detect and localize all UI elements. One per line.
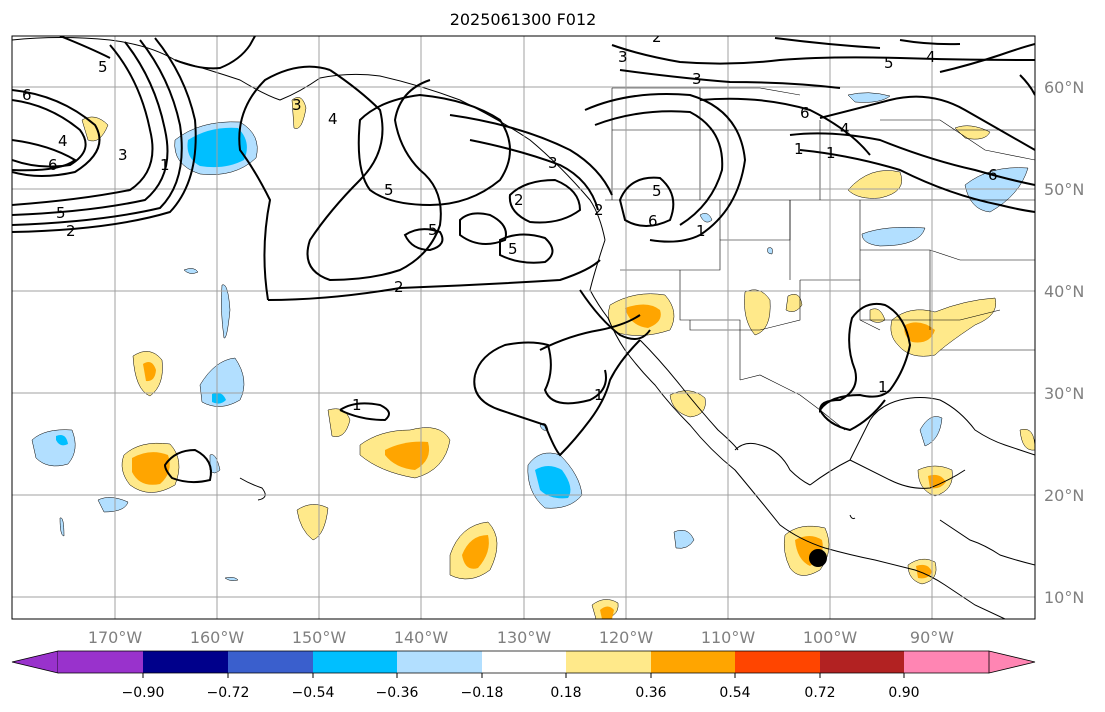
lat-label: 10°N	[1044, 588, 1084, 607]
contour-label: 2	[394, 278, 404, 296]
contour-label: 5	[56, 204, 66, 222]
latitude-labels: 60°N 50°N 40°N 30°N 20°N 10°N	[1044, 78, 1084, 607]
contour-label: 1	[696, 222, 706, 240]
colorbar-tick-label: 0.90	[888, 685, 919, 701]
contour-label: 1	[160, 156, 170, 174]
contour-label: 1	[594, 386, 604, 404]
map-title: 2025061300 F012	[449, 10, 597, 29]
contour-label: 3	[292, 96, 302, 114]
colorbar-tick-label: −0.18	[461, 685, 504, 701]
colorbar-segment	[482, 651, 566, 673]
contour-label: 4	[840, 120, 850, 138]
contour-label: 3	[692, 70, 702, 88]
colorbar-segment	[143, 651, 228, 673]
contour-label: 6	[22, 86, 32, 104]
contour-label: 3	[618, 48, 628, 66]
lon-label: 130°W	[497, 628, 552, 647]
colorbar: −0.90 −0.72 −0.54 −0.36 −0.18 0.18 0.36 …	[11, 650, 1036, 701]
political-borders	[605, 87, 1035, 431]
colorbar-segment	[58, 651, 143, 673]
lat-label: 20°N	[1044, 486, 1084, 505]
colorbar-tick-label: −0.54	[292, 685, 335, 701]
lon-label: 100°W	[803, 628, 858, 647]
contour-label: 6	[800, 104, 810, 122]
colorbar-tick-label: −0.36	[376, 685, 419, 701]
coastlines	[12, 37, 1035, 619]
contour-label: 2	[594, 201, 604, 219]
contour-label: 6	[988, 166, 998, 184]
colorbar-segment	[904, 651, 989, 673]
colorbar-tick-label: 0.54	[719, 685, 750, 701]
contour-label: 1	[826, 144, 836, 162]
contour-label: 1	[794, 140, 804, 158]
contour-label-group: 6 4 3 6 5 2 5 4 3 2 1 5 5 2 3 2 3 3 5 2 …	[22, 28, 998, 414]
lon-label: 160°W	[190, 628, 245, 647]
gridlines	[12, 36, 1035, 619]
contour-label: 5	[98, 58, 108, 76]
contour-label: 3	[548, 154, 558, 172]
contour-label: 2	[514, 191, 524, 209]
contour-label: 2	[652, 28, 662, 46]
colorbar-segment	[228, 651, 313, 673]
colorbar-segment	[820, 651, 904, 673]
lat-label: 40°N	[1044, 282, 1084, 301]
contour-label: 1	[878, 378, 888, 396]
map-frame	[11, 35, 1036, 620]
contour-label: 5	[884, 54, 894, 72]
longitude-labels: 170°W 160°W 150°W 140°W 130°W 120°W 110°…	[88, 628, 954, 647]
colorbar-tick-label: 0.72	[804, 685, 835, 701]
lat-label: 60°N	[1044, 78, 1084, 97]
negative-anomaly-shading	[31, 92, 1029, 581]
lon-label: 140°W	[394, 628, 449, 647]
lon-label: 90°W	[910, 628, 954, 647]
colorbar-tick-label: −0.90	[122, 685, 165, 701]
lat-label: 50°N	[1044, 180, 1084, 199]
lat-label: 30°N	[1044, 384, 1084, 403]
lon-label: 110°W	[701, 628, 756, 647]
contour-label: 5	[652, 182, 662, 200]
colorbar-segment	[651, 651, 735, 673]
colorbar-segment	[566, 651, 651, 673]
contour-label: 3	[118, 146, 128, 164]
contour-label: 6	[648, 212, 658, 230]
lon-label: 170°W	[88, 628, 143, 647]
colorbar-segment	[397, 651, 482, 673]
contour-label: 5	[384, 181, 394, 199]
positive-anomaly-shading	[81, 97, 1035, 619]
colorbar-tick-label: 0.18	[550, 685, 581, 701]
contour-label: 2	[66, 222, 76, 240]
contour-label: 6	[48, 156, 58, 174]
contour-label: 4	[926, 48, 936, 66]
colorbar-tick-label: 0.36	[635, 685, 666, 701]
contour-label: 4	[328, 110, 338, 128]
colorbar-tick-label: −0.72	[207, 685, 250, 701]
colorbar-segment	[313, 651, 397, 673]
contour-label: 4	[58, 132, 68, 150]
lon-label: 120°W	[599, 628, 654, 647]
colorbar-extend-low	[11, 650, 59, 674]
storm-location-marker	[809, 549, 827, 567]
contour-lines	[12, 36, 1035, 484]
contour-label: 1	[352, 396, 362, 414]
colorbar-extend-high	[988, 650, 1036, 674]
colorbar-segment	[735, 651, 820, 673]
contour-label: 5	[508, 240, 518, 258]
contour-label: 5	[428, 221, 438, 239]
lon-label: 150°W	[292, 628, 347, 647]
